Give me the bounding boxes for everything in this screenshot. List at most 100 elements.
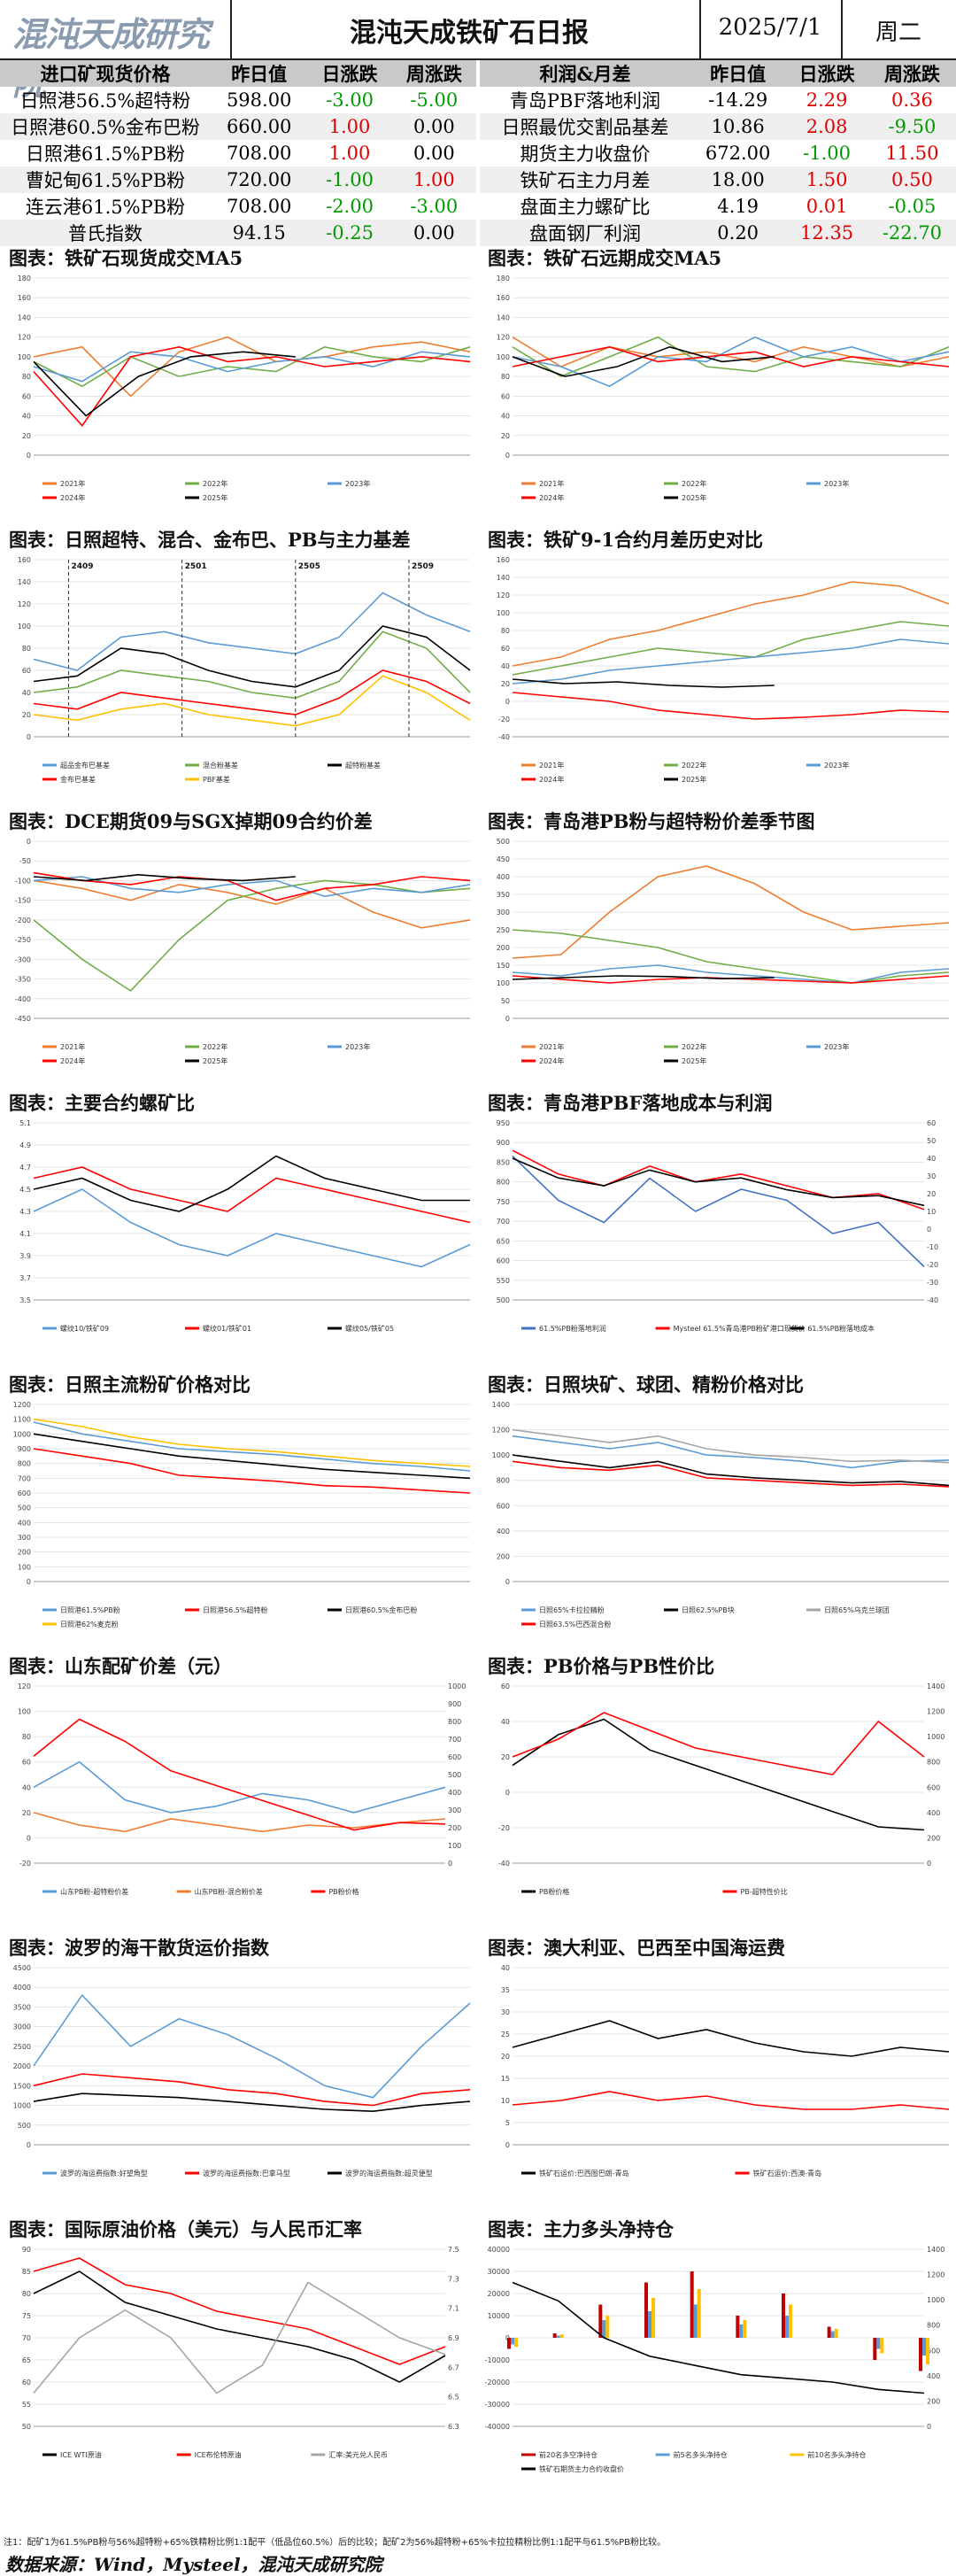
chart-title: 图表：青岛港PB粉与超特粉价差季节图	[488, 810, 815, 832]
report-weekday: 周二	[875, 19, 921, 46]
series-line	[33, 1433, 471, 1480]
y-tick-label: -200	[15, 917, 31, 924]
y-tick-label: 20	[501, 1753, 510, 1761]
y-tick-label: 800	[497, 1179, 510, 1187]
y-tick-label: 750	[497, 1198, 510, 1206]
cell-name: 铁矿石主力月差	[480, 166, 690, 193]
legend-label: 螺纹05/铁矿05	[345, 1324, 394, 1333]
contract-label: 2501	[185, 562, 207, 571]
y-tick-label: 120	[497, 334, 510, 342]
legend-label: 2023年	[345, 479, 370, 488]
y-tick-label: 90	[22, 2246, 31, 2254]
y-tick-label: 35	[501, 1986, 510, 1994]
cell-week: -22.70	[867, 220, 956, 246]
chart-panel: 图表：铁矿石远期成交MA5 0 20 40 60 80 100 120 140 160 180 202…	[482, 243, 956, 517]
bar-mark	[552, 2333, 557, 2338]
y-tick-label: 500	[497, 838, 510, 846]
y2-tick-label: 0	[927, 2423, 931, 2431]
chart-panel: 图表：山东配矿价差（元） -20 0 20 40 60 80 100 120 0 100 200 300…	[4, 1651, 477, 1925]
chart-title: 图表：日照块矿、球团、精粉价格对比	[488, 1373, 804, 1396]
y-tick-label: 700	[18, 1474, 31, 1482]
cell-week: 0.00	[391, 113, 476, 140]
y-tick-label: 40	[22, 689, 31, 697]
y2-tick-label: 800	[927, 1759, 940, 1767]
chart-panel: 图表：日照块矿、球团、精粉价格对比 0 200 400 600 800 1000 1200 14…	[482, 1369, 956, 1644]
cell-day: 1.00	[328, 143, 371, 164]
series-line	[33, 873, 296, 882]
cell-week: 1.00	[391, 166, 476, 193]
legend-label: 2023年	[824, 1042, 849, 1051]
series-line	[512, 929, 950, 984]
y-tick-label: 1200	[13, 1401, 31, 1409]
y-tick-label: 50	[501, 997, 510, 1005]
chart-panel: 图表：波罗的海干散货运价指数 0 500 1000 1500 2000 2500 3000 35…	[4, 1932, 477, 2207]
y-tick-label: 20	[501, 432, 510, 440]
cell-value: 598.00	[226, 89, 292, 111]
y-tick-label: 1000	[13, 1430, 31, 1438]
legend-label: 日照62.5%PB块	[682, 1605, 735, 1614]
y-tick-label: 2000	[13, 2062, 31, 2070]
bar-mark	[651, 2298, 655, 2338]
y2-tick-label: 800	[448, 1718, 461, 1726]
y2-tick-label: 1400	[927, 1683, 944, 1690]
chart-svg: 0 20 40 60 80 100 120 140 160 180 2021年 2022年 2023年 2…	[18, 275, 471, 502]
y2-tick-label: 200	[448, 1824, 461, 1832]
y-tick-label: 60	[501, 645, 510, 653]
y-tick-label: 3.9	[19, 1252, 31, 1260]
contract-label: 2509	[412, 562, 434, 571]
y-tick-label: 100	[18, 1563, 31, 1571]
bar-mark	[834, 2329, 838, 2338]
y-tick-label: 5	[505, 2119, 510, 2127]
y2-tick-label: 20	[927, 1190, 936, 1198]
table-row: 盘面主力螺矿比 4.19 0.01 -0.05	[480, 193, 956, 220]
series-line	[33, 351, 296, 417]
y-tick-label: 120	[497, 592, 510, 600]
header-divider	[699, 0, 701, 58]
chart-title: 图表：主力多头净持仓	[488, 2218, 674, 2240]
legend-label: ICE布伦特原油	[195, 2450, 242, 2459]
col-header: 昨日值	[690, 60, 786, 87]
legend-label: 2022年	[682, 1042, 706, 1051]
y-tick-label: 900	[497, 1139, 510, 1147]
cell-value: 0.20	[690, 220, 786, 246]
table-row: 盘面钢厂利润 0.20 12.35 -22.70	[480, 220, 956, 246]
series-line	[33, 630, 471, 700]
y-tick-label: 75	[22, 2312, 31, 2320]
col-header: 昨日值	[211, 60, 308, 87]
chart-svg: 3.5 3.7 3.9 4.1 4.3 4.5 4.7 4.9 5.1 螺纹10/铁矿09 螺纹01…	[19, 1119, 471, 1333]
chart-title: 图表：铁矿石远期成交MA5	[488, 247, 722, 269]
y2-tick-label: 7.3	[448, 2275, 459, 2283]
y-tick-label: 500	[18, 2122, 31, 2130]
cell-name: 日照港61.5%PB粉	[25, 143, 186, 165]
chart-svg: 0 20 40 60 80 100 120 140 160 180 2021年 2022年 2023年 2…	[497, 275, 950, 502]
bar-mark	[511, 2338, 514, 2345]
y2-tick-label: 700	[448, 1736, 461, 1744]
series-line	[512, 692, 950, 720]
table-row: 普氏指数 94.15 -0.25 0.00	[0, 220, 476, 246]
series-line	[33, 2270, 446, 2383]
y-tick-label: 300	[18, 1534, 31, 1542]
series-line	[512, 1718, 925, 1831]
y-tick-label: 160	[497, 294, 510, 302]
y-tick-label: 700	[497, 1218, 510, 1226]
y-tick-label: 0	[27, 2141, 31, 2149]
legend-label: 2021年	[539, 1042, 564, 1051]
y-tick-label: -40000	[485, 2423, 510, 2431]
bar-mark	[827, 2326, 831, 2338]
y2-tick-label: 7.1	[448, 2305, 459, 2313]
y-tick-label: 4.3	[19, 1208, 31, 1216]
series-line	[512, 581, 950, 667]
cell-name: 普氏指数	[0, 220, 211, 246]
y-tick-label: 50	[22, 2423, 31, 2431]
y-tick-label: 500	[18, 1505, 31, 1512]
legend-label: 2025年	[203, 1056, 227, 1065]
legend-label: 波罗的海运费指数:巴拿马型	[203, 2169, 290, 2178]
bar-mark	[880, 2338, 884, 2354]
legend-label: 2022年	[203, 1042, 227, 1051]
y-tick-label: 900	[18, 1445, 31, 1453]
legend-label: 波罗的海运费指数:超灵便型	[345, 2169, 433, 2178]
y-tick-label: 950	[497, 1119, 510, 1127]
cell-name: 日照港56.5%超特粉	[19, 90, 191, 112]
legend-label: 2021年	[60, 479, 85, 488]
legend-label: 2025年	[203, 493, 227, 502]
